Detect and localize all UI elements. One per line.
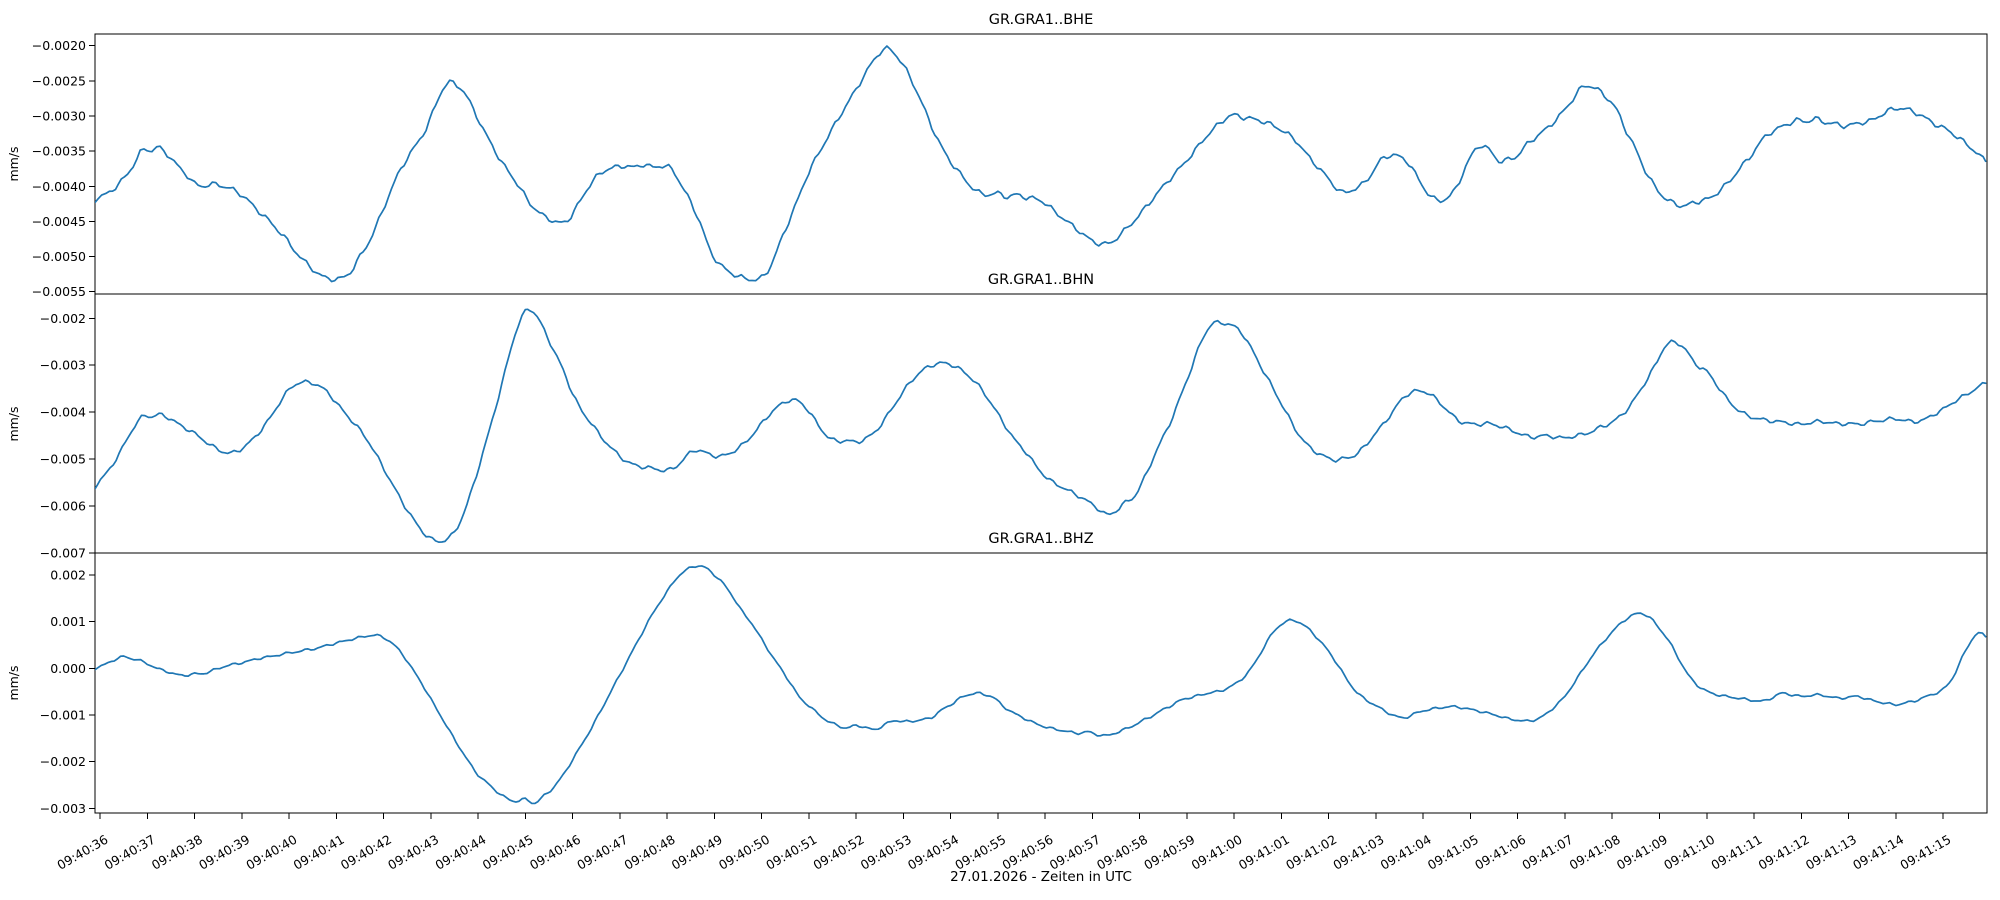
x-tick-label: 09:40:45	[480, 832, 536, 873]
x-tick-label: 09:40:36	[54, 832, 110, 873]
x-tick-label: 09:41:07	[1519, 832, 1575, 873]
x-tick-label: 09:41:14	[1850, 832, 1906, 873]
x-tick-label: 09:41:06	[1472, 832, 1528, 873]
y-tick-label: 0.000	[50, 661, 86, 676]
y-tick-label: −0.003	[40, 801, 86, 816]
x-tick-label: 09:40:37	[102, 832, 158, 873]
x-tick-label: 09:41:13	[1803, 832, 1859, 873]
x-tick-label: 09:41:12	[1756, 832, 1812, 873]
y-tick-label: −0.002	[40, 754, 86, 769]
y-tick-label: 0.001	[50, 614, 86, 629]
y-tick-label: −0.0030	[32, 109, 86, 124]
x-tick-label: 09:40:43	[385, 832, 441, 873]
x-tick-label: 09:40:41	[291, 832, 347, 873]
axes-layer: −0.0020 −0.0025 −0.0030 −0.0035 −0.0040 −0.00…	[32, 33, 1988, 873]
x-axis-label: 27.01.2026 - Zeiten in UTC	[950, 869, 1132, 885]
y-tick-label: −0.007	[40, 546, 86, 561]
y-axis-label-bhe: mm/s	[6, 146, 21, 181]
x-tick-label: 09:40:47	[574, 832, 630, 873]
axes-frame-1	[94, 293, 1988, 554]
y-tick-label: −0.003	[40, 358, 86, 373]
y-tick-label: −0.004	[40, 405, 86, 420]
x-tick-label: 09:41:09	[1614, 832, 1670, 873]
x-tick-label: 09:40:48	[621, 832, 677, 873]
axes-frame-2	[94, 552, 1988, 814]
x-tick-label: 09:41:11	[1708, 832, 1764, 873]
y-tick-label: −0.002	[40, 311, 86, 326]
waveform-trace-gr-gra1-bhe	[95, 45, 1987, 283]
y-tick-label: 0.002	[50, 567, 86, 582]
y-tick-label: −0.0055	[32, 284, 86, 299]
x-tick-label: 09:40:46	[527, 832, 583, 873]
y-tick-label: −0.001	[40, 708, 86, 723]
x-tick-label: 09:40:54	[905, 832, 961, 873]
x-tick-label: 09:41:01	[1236, 832, 1292, 873]
y-tick-label: −0.0040	[32, 179, 86, 194]
x-tick-label: 09:41:02	[1283, 832, 1339, 873]
x-tick-label: 09:40:42	[338, 832, 394, 873]
y-tick-label: −0.0045	[32, 214, 86, 229]
x-tick-label: 09:40:39	[196, 832, 252, 873]
x-tick-label: 09:40:53	[858, 832, 914, 873]
x-tick-label: 09:40:50	[716, 832, 772, 873]
y-tick-label: −0.0050	[32, 249, 86, 264]
waveform-trace-gr-gra1-bhz	[95, 565, 1987, 805]
y-tick-label: −0.0035	[32, 144, 86, 159]
x-tick-label: 09:40:51	[763, 832, 819, 873]
x-tick-label: 09:41:08	[1567, 832, 1623, 873]
x-tick-label: 09:40:52	[811, 832, 867, 873]
waveform-trace-gr-gra1-bhn	[95, 308, 1987, 543]
subplot-title-bhe: GR.GRA1..BHE	[989, 12, 1094, 28]
y-tick-label: −0.006	[40, 499, 86, 514]
subplot-title-bhn: GR.GRA1..BHN	[988, 272, 1094, 288]
x-tick-label: 09:40:59	[1141, 832, 1197, 873]
subplot-title-bhz: GR.GRA1..BHZ	[988, 531, 1093, 547]
x-tick-label: 09:40:44	[432, 832, 488, 873]
x-tick-label: 09:41:10	[1661, 832, 1717, 873]
x-tick-label: 09:40:58	[1094, 832, 1150, 873]
x-tick-label: 09:41:05	[1425, 832, 1481, 873]
x-tick-label: 09:41:00	[1189, 832, 1245, 873]
y-tick-label: −0.0020	[32, 38, 86, 53]
x-tick-label: 09:40:55	[952, 832, 1008, 873]
traces-layer	[95, 45, 1987, 805]
labels-layer: GR.GRA1..BHE GR.GRA1..BHN GR.GRA1..BHZ m…	[6, 12, 1132, 885]
x-tick-label: 09:41:03	[1330, 832, 1386, 873]
x-tick-label: 09:40:38	[149, 832, 205, 873]
x-tick-label: 09:40:49	[669, 832, 725, 873]
y-axis-label-bhz: mm/s	[6, 665, 21, 700]
axes-frame-0	[94, 33, 1988, 295]
x-tick-label: 09:41:04	[1378, 832, 1434, 873]
y-axis-label-bhn: mm/s	[6, 406, 21, 441]
y-tick-label: −0.0025	[32, 73, 86, 88]
x-tick-label: 09:40:56	[1000, 832, 1056, 873]
x-tick-label: 09:40:57	[1047, 832, 1103, 873]
x-tick-label: 09:40:40	[243, 832, 299, 873]
y-tick-label: −0.005	[40, 452, 86, 467]
x-tick-label: 09:41:15	[1897, 832, 1953, 873]
